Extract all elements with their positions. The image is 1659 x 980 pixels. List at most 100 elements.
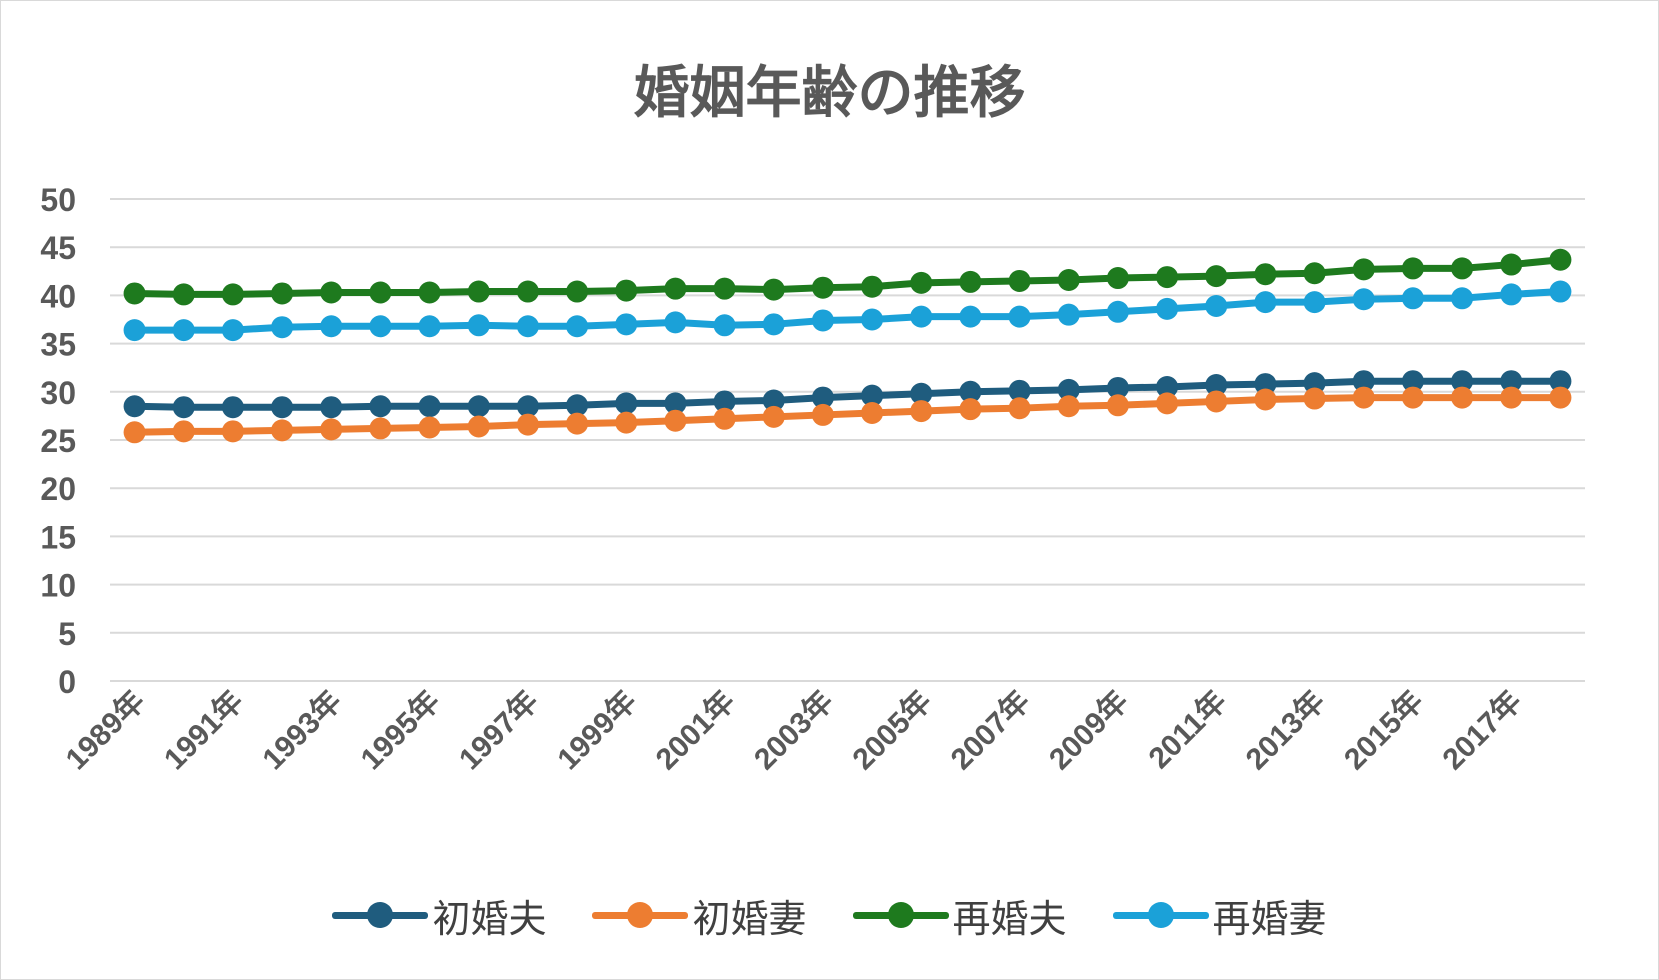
data-point: [811, 386, 834, 409]
data-point: [320, 315, 343, 338]
data-point: [221, 420, 244, 443]
data-point: [910, 305, 933, 328]
data-point: [861, 308, 884, 331]
legend-marker-icon: [592, 901, 689, 929]
data-point: [467, 280, 490, 303]
data-point: [566, 280, 589, 303]
x-tick-label: 2009年: [1043, 685, 1135, 777]
data-point: [1549, 248, 1572, 271]
data-point: [615, 411, 638, 434]
data-point: [615, 313, 638, 336]
data-point: [1205, 295, 1228, 318]
data-point: [1008, 305, 1031, 328]
legend-item: 初婚夫: [332, 888, 546, 943]
data-point: [1156, 375, 1179, 398]
y-tick-label: 15: [40, 519, 76, 555]
x-tick-label: 2003年: [748, 685, 840, 777]
data-point: [1156, 297, 1179, 320]
data-point: [418, 416, 441, 439]
series-line-3: [131, 256, 1564, 298]
data-point: [861, 275, 884, 298]
data-point: [762, 405, 785, 428]
data-point: [1205, 265, 1228, 288]
data-point: [1352, 258, 1375, 281]
data-point: [861, 384, 884, 407]
data-point: [1401, 370, 1424, 393]
data-point: [1008, 397, 1031, 420]
data-point: [467, 415, 490, 438]
data-point: [1352, 370, 1375, 393]
data-point: [1303, 262, 1326, 285]
x-tick-label: 1993年: [256, 685, 348, 777]
x-tick-label: 2005年: [846, 685, 938, 777]
data-point: [320, 281, 343, 304]
data-point: [1451, 257, 1474, 280]
data-point: [1451, 370, 1474, 393]
data-point: [172, 319, 195, 342]
data-point: [221, 283, 244, 306]
data-point: [123, 282, 146, 305]
data-point: [811, 403, 834, 426]
data-point: [271, 419, 294, 442]
series-line-2: [131, 394, 1564, 436]
legend-item: 再婚妻: [1112, 888, 1327, 943]
y-tick-label: 40: [40, 278, 76, 314]
legend-label: 初婚妻: [692, 896, 807, 941]
legend-label: 初婚夫: [432, 896, 547, 941]
data-point: [1303, 387, 1326, 410]
data-point: [418, 395, 441, 418]
chart-title: 婚姻年齢の推移: [633, 61, 1026, 126]
data-point: [861, 402, 884, 425]
legend-item: 初婚妻: [592, 888, 807, 943]
y-tick-label: 30: [40, 375, 76, 411]
y-tick-label: 10: [40, 568, 76, 604]
data-point: [910, 271, 933, 294]
data-point: [1401, 257, 1424, 280]
x-tick-label: 1995年: [355, 685, 447, 777]
y-tick-label: 45: [40, 230, 76, 266]
data-point: [762, 389, 785, 412]
data-point: [123, 395, 146, 418]
data-point: [811, 276, 834, 299]
data-point: [1303, 291, 1326, 314]
x-tick-label: 2013年: [1240, 685, 1332, 777]
data-point: [369, 395, 392, 418]
data-point: [1106, 267, 1129, 290]
data-point: [713, 407, 736, 430]
x-tick-label: 2001年: [650, 685, 742, 777]
data-point: [1156, 266, 1179, 289]
chart-legend: 初婚夫 初婚妻 再婚夫 再婚妻: [0, 880, 1659, 950]
data-point: [615, 279, 638, 302]
data-point: [1057, 378, 1080, 401]
data-point: [1254, 263, 1277, 286]
data-point: [1500, 253, 1523, 276]
data-point: [516, 395, 539, 418]
legend-label: 再婚夫: [952, 896, 1067, 941]
data-point: [615, 392, 638, 415]
data-point: [664, 392, 687, 415]
data-point: [664, 311, 687, 334]
data-point: [566, 394, 589, 417]
data-point: [271, 282, 294, 305]
y-tick-label: 5: [58, 616, 76, 652]
data-point: [123, 421, 146, 444]
data-point: [1057, 303, 1080, 326]
data-point: [320, 418, 343, 441]
data-point: [516, 413, 539, 436]
data-point: [1205, 390, 1228, 413]
legend-marker-icon: [1112, 901, 1209, 929]
data-point: [910, 400, 933, 423]
legend-label: 再婚妻: [1212, 896, 1327, 941]
data-point: [516, 315, 539, 338]
data-point: [762, 313, 785, 336]
data-point: [1451, 287, 1474, 310]
data-point: [1352, 386, 1375, 409]
data-point: [172, 283, 195, 306]
data-point: [271, 396, 294, 419]
data-point: [910, 382, 933, 405]
data-point: [713, 390, 736, 413]
data-point: [1008, 379, 1031, 402]
data-point: [664, 277, 687, 300]
data-point: [566, 412, 589, 435]
data-point: [221, 319, 244, 342]
